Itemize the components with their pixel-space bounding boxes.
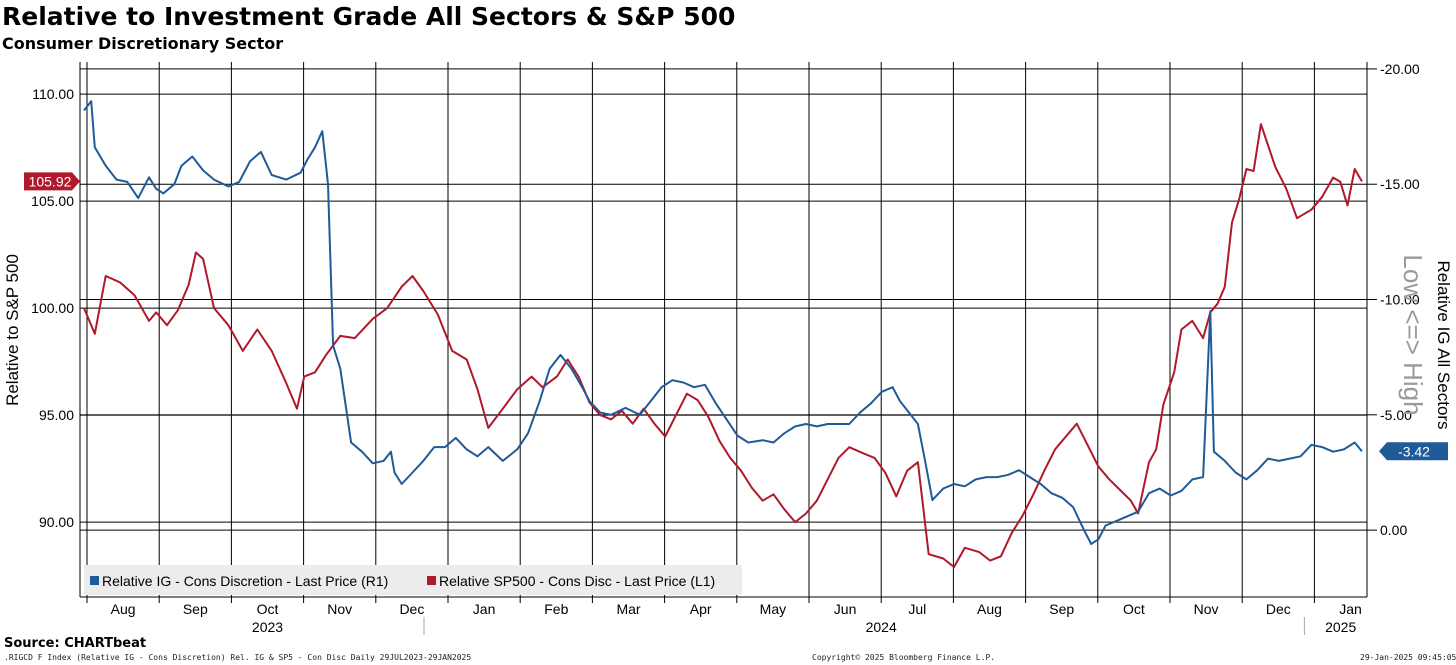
left-axis-title: Relative to S&P 500: [3, 254, 22, 406]
month-label: Oct: [257, 601, 279, 617]
legend-box: [84, 565, 742, 595]
ig-last-value: -3.42: [1398, 443, 1430, 459]
sp500-last-value: 105.92: [29, 173, 72, 189]
month-label: May: [760, 601, 786, 617]
series-layer: [83, 100, 1363, 568]
source-note: Source: CHARTbeat: [4, 636, 147, 651]
left-tick-label: 110.00: [32, 86, 74, 102]
label-layer: 90.00 95.00 100.00 105.00 110.00 -20.00 -15.00…: [3, 61, 1453, 635]
right-tick-label: -10.00: [1380, 292, 1420, 308]
right-axis-inner-label: Low <=> High: [1398, 254, 1428, 415]
month-label: Sep: [183, 601, 208, 617]
legend-ig-swatch: [90, 576, 99, 585]
month-label: Sep: [1049, 601, 1074, 617]
month-label: Aug: [111, 601, 136, 617]
copyright-note: Copyright© 2025 Bloomberg Finance L.P.: [812, 653, 996, 662]
legend-sp500-swatch: [427, 576, 436, 585]
year-label: 2025: [1325, 619, 1356, 635]
right-tick-label: -15.00: [1380, 176, 1420, 192]
year-label: 2023: [252, 619, 283, 635]
month-label: Aug: [977, 601, 1002, 617]
index-info: .RIGCD F Index (Relative IG - Cons Discr…: [4, 653, 472, 662]
month-label: Nov: [327, 601, 352, 617]
month-label: Oct: [1123, 601, 1145, 617]
timestamp: 29-Jan-2025 09:45:05: [1360, 653, 1456, 662]
legend-ig-label: Relative IG - Cons Discretion - Last Pri…: [102, 573, 388, 589]
right-tick-label: -5.00: [1380, 407, 1412, 423]
right-tick-label: -20.00: [1380, 61, 1420, 77]
month-label: Nov: [1194, 601, 1219, 617]
sp500-last-value-box: [24, 172, 80, 191]
sp500-series-line: [83, 123, 1363, 568]
month-label: Dec: [399, 601, 424, 617]
month-label: Jan: [473, 601, 496, 617]
month-label: Jan: [1339, 601, 1362, 617]
left-tick-label: 95.00: [39, 407, 74, 423]
legend-sp500-label: Relative SP500 - Cons Disc - Last Price …: [439, 573, 715, 589]
left-tick-label: 100.00: [31, 300, 74, 316]
ig-last-value-box: [1379, 442, 1448, 461]
year-label: 2024: [866, 619, 897, 635]
right-tick-label: 0.00: [1380, 522, 1407, 538]
ig-series-line: [83, 100, 1363, 545]
grid-layer: [79, 62, 1377, 635]
left-tick-label: 105.00: [31, 193, 74, 209]
month-label: Apr: [690, 601, 712, 617]
month-label: Jun: [834, 601, 857, 617]
month-label: Dec: [1266, 601, 1291, 617]
chart-title: Relative to Investment Grade All Sectors…: [2, 2, 736, 31]
chart-subtitle: Consumer Discretionary Sector: [2, 34, 284, 53]
month-label: Feb: [544, 601, 568, 617]
month-label: Jul: [908, 601, 926, 617]
right-axis-title: Relative IG All Sectors: [1434, 260, 1453, 429]
month-label: Mar: [616, 601, 640, 617]
left-tick-label: 90.00: [39, 514, 74, 530]
